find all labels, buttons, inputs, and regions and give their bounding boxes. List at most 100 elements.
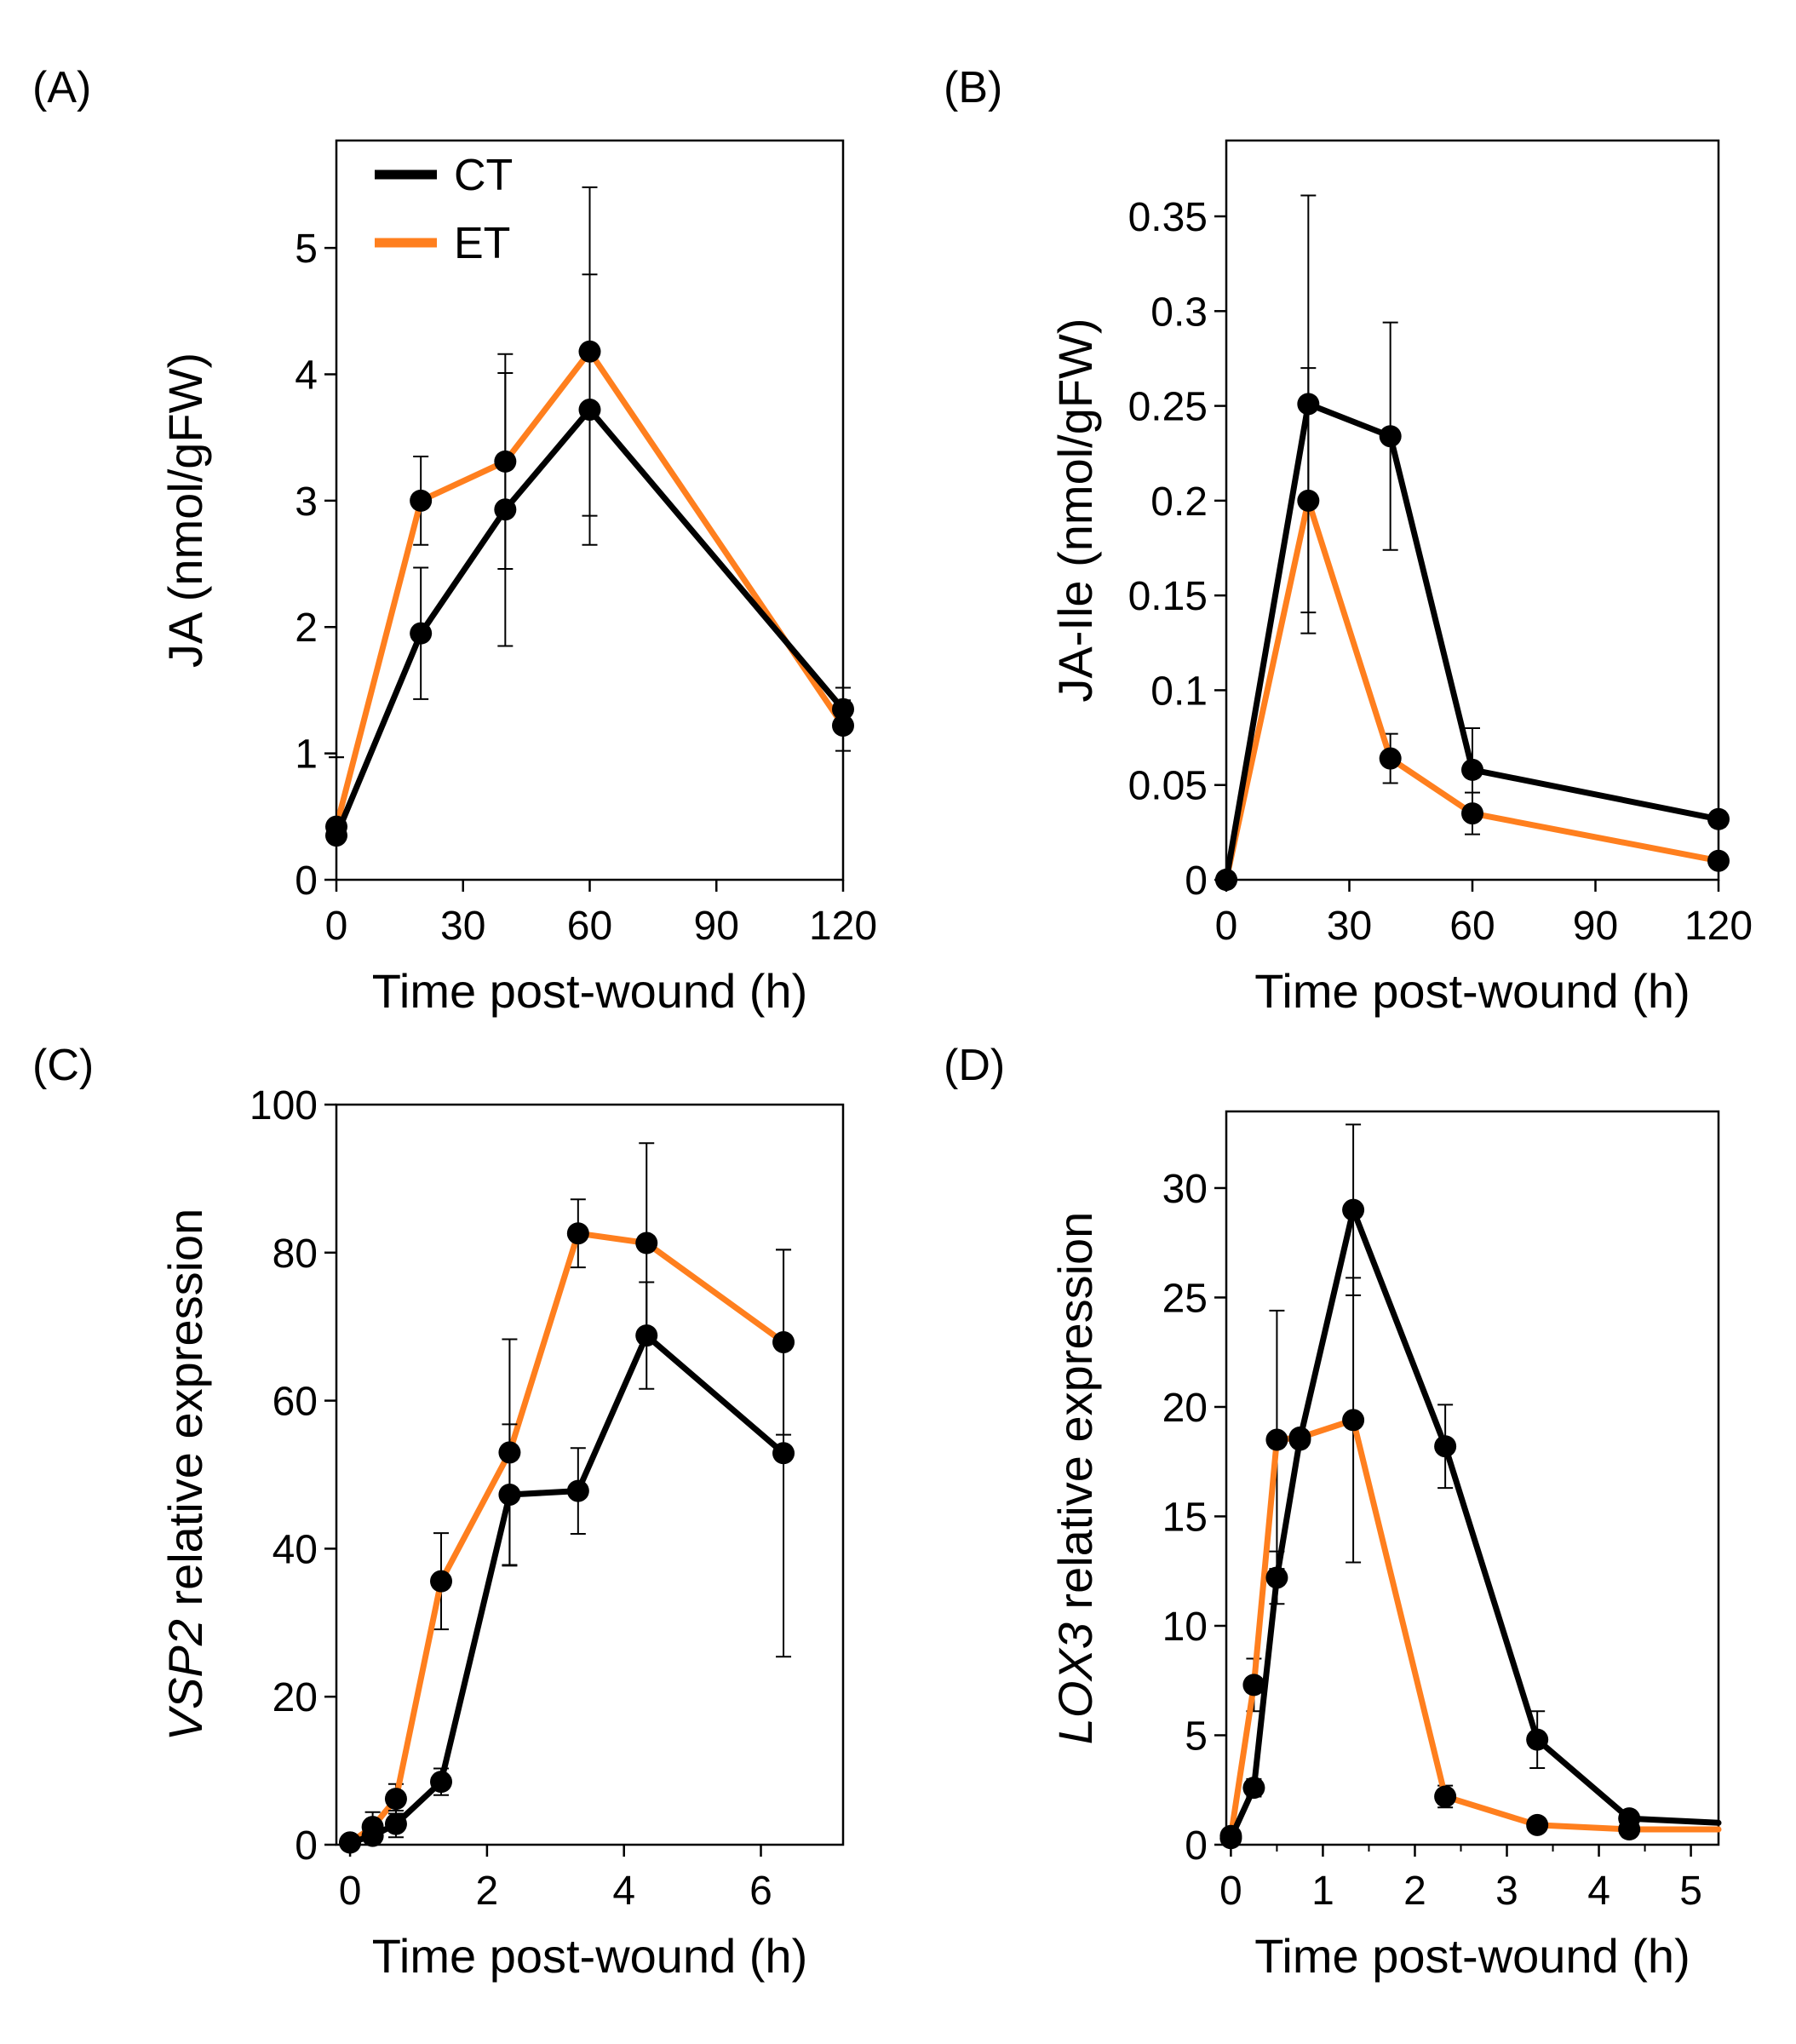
y-tick-label: 0.05 <box>1128 764 1208 809</box>
data-point <box>384 1788 407 1811</box>
x-tick-label: 0 <box>1215 904 1238 949</box>
x-tick-label: 4 <box>612 1869 635 1914</box>
series-ct <box>325 273 854 881</box>
y-axis-title-part: relative expression <box>1048 1212 1102 1622</box>
x-tick-label: 0 <box>339 1869 362 1914</box>
data-point <box>339 1831 362 1854</box>
y-tick-label: 4 <box>295 353 318 398</box>
x-tick-label: 90 <box>1573 904 1618 949</box>
y-tick-label: 20 <box>273 1675 318 1720</box>
y-tick-label: 40 <box>273 1527 318 1572</box>
x-tick-label: 120 <box>1684 904 1753 949</box>
y-tick-label: 0.1 <box>1150 669 1208 714</box>
data-point <box>566 1222 589 1245</box>
series-line-et <box>347 1230 787 1846</box>
legend-label-ct: CT <box>454 151 513 200</box>
panel-label: (D) <box>944 1041 1005 1090</box>
series-ct <box>1215 194 1730 891</box>
y-tick-label: 20 <box>1162 1386 1208 1431</box>
x-tick-label: 2 <box>476 1869 499 1914</box>
y-tick-label: 30 <box>1162 1167 1208 1212</box>
data-point <box>1288 1428 1311 1451</box>
x-tick-label: 30 <box>1327 904 1372 949</box>
x-tick-label: 4 <box>1587 1869 1610 1914</box>
data-point <box>635 1324 658 1347</box>
data-point <box>1707 807 1730 830</box>
y-axis-title: VSP2 relative expression <box>158 1209 212 1742</box>
y-axis-title-part: VSP2 <box>158 1619 212 1741</box>
y-axis-title: LOX3 relative expression <box>1048 1212 1102 1745</box>
series-et <box>1215 367 1730 891</box>
data-point <box>1265 1428 1288 1451</box>
y-tick-label: 10 <box>1162 1605 1208 1650</box>
data-point <box>635 1232 658 1255</box>
series-ct <box>339 1249 795 1854</box>
y-tick-label: 15 <box>1162 1495 1208 1540</box>
data-point <box>1434 1435 1457 1458</box>
y-tick-label: 100 <box>250 1083 318 1128</box>
y-tick-label: 25 <box>1162 1276 1208 1321</box>
plot-frame <box>335 1103 845 1846</box>
y-axis-title-part: JA-Ile (nmol/gFW) <box>1048 318 1102 702</box>
x-tick-label: 90 <box>694 904 739 949</box>
data-point <box>1379 425 1402 448</box>
data-point <box>494 498 517 521</box>
series-ct <box>1219 1123 1722 1850</box>
y-tick-label: 5 <box>1185 1714 1208 1759</box>
series-et <box>339 1142 795 1854</box>
data-point <box>1342 1409 1365 1432</box>
data-point <box>1215 869 1237 891</box>
y-tick-label: 0.35 <box>1128 195 1208 240</box>
data-point <box>1707 849 1730 872</box>
series-line-ct <box>1227 1207 1722 1841</box>
y-tick-label: 0.25 <box>1128 385 1208 430</box>
x-tick-label: 3 <box>1495 1869 1518 1914</box>
data-point <box>361 1824 384 1847</box>
y-axis-title: JA-Ile (nmol/gFW) <box>1048 318 1102 702</box>
data-point <box>1379 747 1402 770</box>
data-point <box>410 622 433 645</box>
data-point <box>325 824 347 847</box>
data-point <box>1618 1807 1641 1830</box>
data-point <box>410 489 433 512</box>
y-tick-label: 3 <box>295 479 318 525</box>
x-axis-title: Time post-wound (h) <box>1254 964 1690 1018</box>
data-point <box>566 1479 589 1502</box>
x-tick-label: 30 <box>440 904 485 949</box>
data-point <box>1434 1785 1457 1808</box>
y-tick-label: 0 <box>295 858 318 904</box>
data-point <box>384 1812 407 1835</box>
data-point <box>1265 1566 1288 1589</box>
series-line-ct <box>347 1332 787 1846</box>
x-tick-label: 60 <box>1449 904 1495 949</box>
data-point <box>1461 802 1483 825</box>
data-point <box>1242 1674 1265 1697</box>
plot-frame <box>1225 1110 1720 1846</box>
y-tick-label: 0.3 <box>1150 290 1208 335</box>
panel-d: (D) 0 5 10 15 20 25 30 0 1 2 3 4 5 Time post-wound (h)… <box>944 1041 1722 1983</box>
data-point <box>578 399 601 422</box>
y-tick-label: 0 <box>1185 858 1208 904</box>
data-point <box>772 1442 795 1465</box>
panel-c: (C) 0 20 40 60 80 100 0 2 4 6 Time post-wound (h) VS… <box>32 1041 845 1983</box>
y-tick-label: 0.2 <box>1150 479 1208 525</box>
series-line-et <box>1227 1416 1722 1840</box>
panel-label: (A) <box>32 63 91 112</box>
y-tick-label: 0.15 <box>1128 574 1208 619</box>
y-axis-title-part: JA (nmol/gFW) <box>158 353 212 668</box>
y-tick-label: 5 <box>295 227 318 272</box>
y-tick-label: 0 <box>1185 1823 1208 1869</box>
data-point <box>430 1771 453 1794</box>
y-tick-label: 1 <box>295 732 318 778</box>
x-tick-label: 6 <box>749 1869 772 1914</box>
x-tick-label: 5 <box>1679 1869 1702 1914</box>
panel-b: (B) 0 0.05 0.1 0.15 0.2 0.25 0.3 0.35 0 30 60 90 120 T… <box>944 63 1753 1018</box>
x-axis-title: Time post-wound (h) <box>1254 1929 1690 1983</box>
x-tick-label: 120 <box>809 904 877 949</box>
x-tick-label: 1 <box>1311 1869 1334 1914</box>
y-tick-label: 2 <box>295 606 318 651</box>
series-et <box>1219 1277 1722 1847</box>
panel-label: (C) <box>32 1041 94 1090</box>
y-axis-title-part: LOX3 <box>1048 1622 1102 1744</box>
